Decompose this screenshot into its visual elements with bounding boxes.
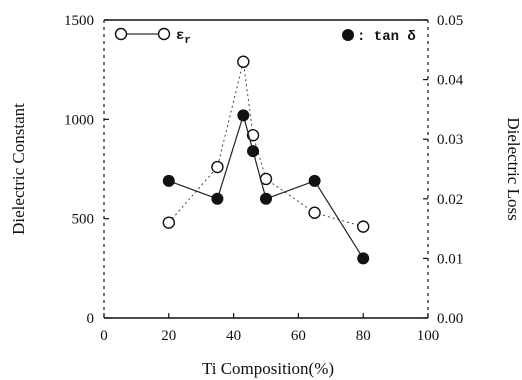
left-y-tick-label-1: 500 [72, 212, 95, 228]
right-y-tick-label-4: 0.04 [437, 73, 464, 89]
right-y-axis-title: Dielectric Loss [504, 117, 522, 220]
x-tick-label-5: 100 [417, 328, 440, 344]
legend-marker-open-2 [157, 27, 171, 41]
tan-delta-point-1 [211, 192, 224, 205]
x-axis-title: Ti Composition(%) [202, 359, 334, 378]
dielectric-constant-point-3 [246, 129, 260, 142]
x-axis-ticks: 0 20 40 60 80 100 [100, 313, 439, 344]
dielectric-constant-point-0 [162, 216, 176, 229]
right-y-tick-label-5: 0.05 [437, 13, 463, 29]
left-y-tick-label-3: 1500 [64, 13, 94, 29]
legend-marker-filled [342, 29, 354, 41]
legend-label-open-sub: r [184, 35, 191, 47]
right-y-tick-label-2: 0.02 [437, 192, 463, 208]
dielectric-constant-point-1 [211, 160, 224, 174]
x-tick-label-0: 0 [100, 328, 108, 344]
series-tan-delta [162, 109, 370, 265]
legend-label-filled: : tan δ [357, 29, 416, 45]
series-tan-delta-line [168, 113, 364, 259]
x-tick-label-2: 40 [226, 328, 241, 344]
dielectric-constant-point-6 [357, 220, 370, 233]
tan-delta-point-6 [357, 252, 370, 265]
legend-label-open: εr [176, 28, 191, 47]
left-y-tick-label-2: 1000 [64, 112, 94, 128]
tan-delta-point-3 [247, 145, 260, 158]
right-y-axis-ticks: 0.00 0.01 0.02 0.03 0.04 0.05 [423, 13, 464, 327]
x-tick-label-3: 60 [291, 328, 306, 344]
right-y-tick-label-1: 0.01 [437, 251, 463, 267]
tan-delta-point-0 [162, 174, 175, 187]
legend-label-open-symbol: ε [176, 28, 184, 44]
x-tick-label-4: 80 [356, 328, 371, 344]
x-tick-label-1: 20 [161, 328, 176, 344]
left-y-axis-title: Dielectric Constant [9, 103, 28, 235]
right-y-tick-label-0: 0.00 [437, 311, 463, 327]
left-y-tick-label-0: 0 [87, 311, 95, 327]
series-dielectric-constant [162, 55, 370, 233]
legend: εr : tan δ [114, 27, 416, 47]
left-y-axis-ticks: 0 500 1000 1500 [64, 13, 109, 327]
tan-delta-point-5 [308, 174, 321, 187]
right-y-tick-label-3: 0.03 [437, 132, 463, 148]
dielectric-constant-point-5 [308, 206, 321, 219]
tan-delta-point-2 [237, 109, 250, 122]
tan-delta-point-4 [260, 192, 272, 205]
legend-marker-open-1 [114, 27, 128, 41]
dielectric-constant-point-2 [237, 55, 250, 68]
